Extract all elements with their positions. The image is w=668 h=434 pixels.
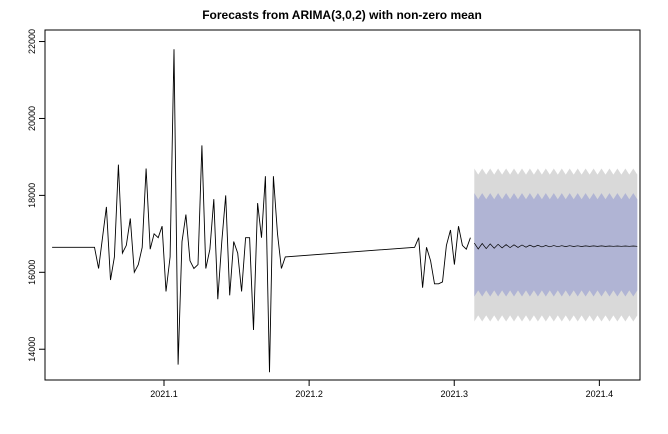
interval-80-band <box>474 193 638 297</box>
forecast-mean-line <box>474 242 638 250</box>
y-tick-label: 22000 <box>27 29 37 54</box>
observed-line <box>52 49 471 373</box>
y-axis: 14000 16000 18000 20000 22000 <box>27 29 46 362</box>
y-tick-label: 18000 <box>27 183 37 208</box>
x-tick-label: 2021.1 <box>150 389 178 399</box>
x-tick-label: 2021.2 <box>295 389 323 399</box>
x-tick-label: 2021.3 <box>440 389 468 399</box>
y-tick-label: 14000 <box>27 337 37 362</box>
x-axis: 2021.1 2021.2 2021.3 2021.4 <box>150 379 614 399</box>
x-tick-label: 2021.4 <box>586 389 614 399</box>
forecast-interval-80 <box>474 193 638 297</box>
observed-series <box>52 49 471 373</box>
chart-title: Forecasts from ARIMA(3,0,2) with non-zer… <box>202 8 482 22</box>
y-tick-label: 20000 <box>27 106 37 131</box>
y-tick-label: 16000 <box>27 260 37 285</box>
forecast-mean-series <box>474 242 638 250</box>
